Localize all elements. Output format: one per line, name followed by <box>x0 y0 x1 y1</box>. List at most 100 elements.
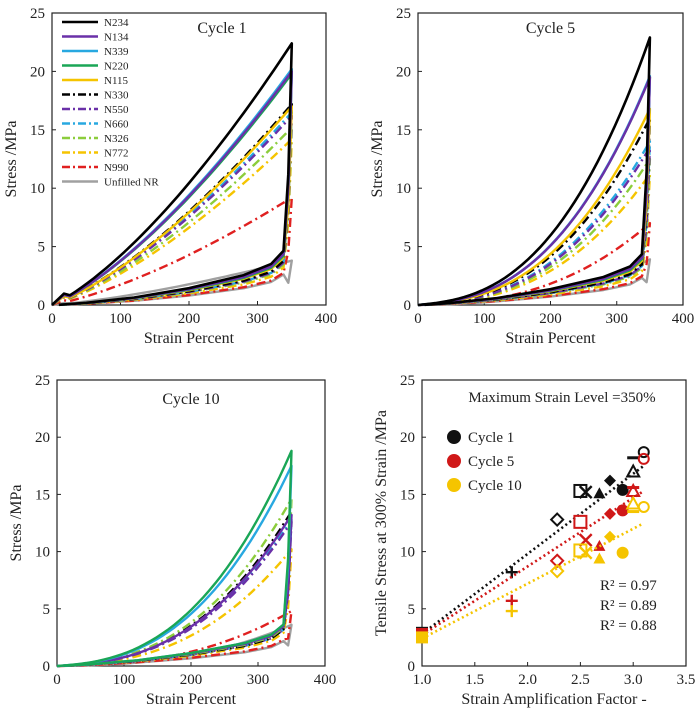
y-tick-label: 5 <box>38 240 46 256</box>
series-n220-loop <box>417 76 652 307</box>
y-tick-label: 5 <box>404 240 412 256</box>
marker-circle-open <box>637 500 650 513</box>
y-tick-label: 25 <box>400 373 415 389</box>
marker-diamond-open <box>549 512 565 527</box>
marker-plus <box>505 605 518 618</box>
y-axis-label: Stress /MPa <box>369 121 386 198</box>
y-tick-label: 25 <box>35 373 50 389</box>
y-axis-label: Stress /MPa <box>3 121 20 198</box>
chart-panel-1: 0 100 200 300 400 0 5 10 15 20 25 Strain Percent Str… <box>3 6 337 347</box>
y-tick-label: 25 <box>396 6 411 22</box>
x-tick-label: 100 <box>109 311 132 327</box>
marker-diamond <box>603 507 616 520</box>
x-tick-label: 0 <box>53 672 61 688</box>
x-tick-label: 1.0 <box>413 672 432 688</box>
marker-circle <box>616 546 629 559</box>
y-tick-label: 20 <box>400 430 415 446</box>
x-tick-label: 200 <box>178 311 201 327</box>
y-tick-label: 25 <box>30 6 45 22</box>
x-tick-label: 200 <box>180 672 203 688</box>
x-tick-label: 300 <box>606 311 629 327</box>
x-axis-label: Strain Percent <box>505 330 596 347</box>
legend-label-n326: N326 <box>104 133 129 145</box>
marker-triangle <box>593 487 606 499</box>
x-tick-label: 300 <box>246 311 269 327</box>
marker-plus <box>505 594 518 607</box>
marker-diamond-open <box>549 563 565 579</box>
chart-panel-3: 0 100 200 300 400 0 5 10 15 20 25 Strain Percent Str… <box>8 373 336 708</box>
series-unfilled-nr-loop <box>51 259 293 307</box>
marker-cross <box>578 485 593 499</box>
series-n550-loop <box>51 114 293 306</box>
x-tick-label: 3.5 <box>677 672 696 688</box>
series-n234-loop <box>51 42 294 307</box>
y-tick-label: 10 <box>35 545 50 561</box>
y-tick-label: 10 <box>396 181 411 197</box>
legend: N234 N134 N339 N220 N115 N330 N550 N660 N326 N772… <box>62 17 159 189</box>
x-tick-label: 0 <box>48 311 56 327</box>
x-tick-label: 400 <box>315 311 338 327</box>
y-axis-label: Tensile Stress at 300% Strain /MPa <box>373 410 390 636</box>
y-tick-label: 0 <box>404 298 412 314</box>
legend-label-cycle-5: Cycle 5 <box>468 454 514 470</box>
y-tick-label: 15 <box>35 487 50 503</box>
marker-triangle-open <box>625 463 641 478</box>
y-tick-label: 10 <box>30 181 45 197</box>
trendline-cycle-10 <box>421 522 645 640</box>
panel-title: Maximum Strain Level =350% <box>468 390 655 406</box>
x-axis-label: Strain Percent <box>146 691 237 708</box>
series-n134-loop <box>417 76 652 307</box>
x-tick-label: 100 <box>113 672 136 688</box>
marker-circle-open <box>637 446 650 459</box>
r2-label-3: R² = 0.88 <box>600 618 657 634</box>
series-n134-loop <box>56 513 293 668</box>
y-tick-label: 20 <box>35 430 50 446</box>
marker-cross <box>578 545 593 560</box>
x-axis-label: Strain Amplification Factor - <box>461 691 646 708</box>
marker-circle-open <box>637 452 650 465</box>
legend-label-unfilled-nr: Unfilled NR <box>104 177 159 189</box>
legend-label-n660: N660 <box>104 119 129 131</box>
y-tick-label: 0 <box>408 659 416 675</box>
legend-label-n550: N550 <box>104 104 129 116</box>
x-tick-label: 300 <box>247 672 270 688</box>
y-tick-label: 20 <box>396 64 411 80</box>
legend-label-cycle-10: Cycle 10 <box>468 478 522 494</box>
legend-marker-cycle-1 <box>447 430 461 444</box>
r2-label-2: R² = 0.89 <box>600 598 657 614</box>
trendline-cycle-1 <box>421 464 645 636</box>
legend: Cycle 1 Cycle 5 Cycle 10 <box>447 430 522 494</box>
legend-label-n115: N115 <box>104 75 129 87</box>
legend-label-cycle-1: Cycle 1 <box>468 430 514 446</box>
marker-diamond-open <box>549 553 565 569</box>
panel-title: Cycle 5 <box>526 20 575 37</box>
x-tick-label: 2.0 <box>518 672 537 688</box>
x-axis-label: Strain Percent <box>144 330 235 347</box>
y-tick-label: 20 <box>30 64 45 80</box>
x-tick-label: 100 <box>473 311 496 327</box>
marker-triangle-open <box>625 495 641 510</box>
y-tick-label: 15 <box>396 123 411 139</box>
series-n234-loop <box>417 36 652 307</box>
marker-circle <box>616 483 629 496</box>
legend-marker-cycle-10 <box>447 478 461 492</box>
y-tick-label: 0 <box>43 659 51 675</box>
series-n339-loop <box>417 74 652 307</box>
y-tick-label: 5 <box>43 602 51 618</box>
series-n990-loop <box>51 196 293 307</box>
y-tick-label: 10 <box>400 545 415 561</box>
r2-label-1: R² = 0.97 <box>600 578 657 594</box>
chart-panel-2: 0 100 200 300 400 0 5 10 15 20 25 Strain Percent Str… <box>369 6 694 347</box>
plot-frame <box>421 379 687 667</box>
x-tick-label: 400 <box>672 311 695 327</box>
x-tick-label: 1.5 <box>465 672 484 688</box>
x-tick-label: 200 <box>539 311 562 327</box>
x-tick-label: 3.0 <box>624 672 643 688</box>
panel-title: Cycle 1 <box>197 20 246 37</box>
legend-label-n330: N330 <box>104 90 129 102</box>
series-n660-loop <box>51 111 293 306</box>
legend-label-n234: N234 <box>104 17 129 29</box>
chart-panel-4: 1.0 1.5 2.0 2.5 3.0 3.5 0 5 10 15 20 25 Strain Ampli… <box>373 373 695 708</box>
legend-label-n990: N990 <box>104 162 129 174</box>
legend-label-n772: N772 <box>104 148 128 160</box>
